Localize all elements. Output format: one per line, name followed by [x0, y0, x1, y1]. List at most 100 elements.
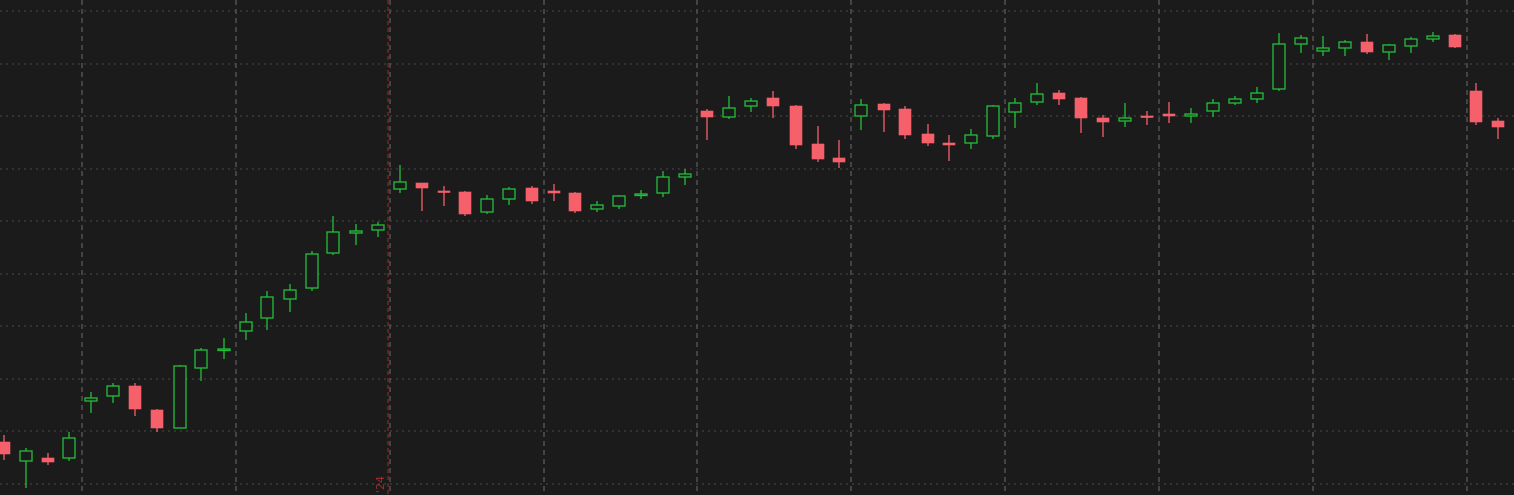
candle-body-53 [1162, 113, 1176, 117]
candle-8 [173, 365, 187, 429]
candle-56 [1228, 96, 1242, 105]
candle-35 [766, 91, 780, 118]
candle-body-9 [194, 349, 208, 369]
candle-32 [700, 109, 714, 140]
candle-body-45 [986, 105, 1000, 137]
candle-60 [1316, 36, 1330, 56]
candle-66 [1448, 34, 1462, 48]
candle-body-50 [1096, 117, 1110, 123]
candle-body-64 [1404, 38, 1418, 47]
candle-52 [1140, 111, 1154, 125]
candle-25 [547, 184, 561, 201]
candle-36 [789, 105, 803, 149]
candle-body-37 [811, 143, 825, 160]
candle-42 [921, 124, 935, 146]
candle-body-11 [239, 321, 253, 332]
candle-40 [877, 103, 891, 132]
candle-body-49 [1074, 97, 1088, 119]
candle-body-41 [898, 108, 912, 136]
candle-59 [1294, 35, 1308, 53]
candle-body-21 [458, 191, 472, 215]
candle-64 [1404, 37, 1418, 53]
candle-46 [1008, 98, 1022, 128]
candle-body-1 [19, 450, 33, 462]
candle-body-61 [1338, 41, 1352, 49]
candle-18 [393, 165, 407, 193]
candle-body-25 [547, 190, 561, 194]
candle-24 [525, 186, 539, 204]
candle-body-48 [1052, 92, 1066, 100]
candle-6 [128, 383, 142, 416]
candle-body-62 [1360, 41, 1374, 53]
candle-62 [1360, 34, 1374, 54]
candle-19 [415, 182, 429, 211]
candle-body-28 [612, 195, 626, 207]
candle-body-19 [415, 182, 429, 189]
time-marker-label: '24 [374, 476, 387, 493]
candle-21 [458, 191, 472, 216]
candle-body-5 [106, 385, 120, 397]
candle-58 [1272, 33, 1286, 91]
candle-body-46 [1008, 102, 1022, 113]
candle-55 [1206, 99, 1220, 117]
candle-50 [1096, 115, 1110, 137]
candle-9 [194, 348, 208, 381]
candle-body-15 [326, 231, 340, 254]
candle-68 [1491, 118, 1505, 139]
candle-body-40 [877, 103, 891, 111]
candle-body-7 [150, 409, 164, 429]
candle-body-34 [744, 100, 758, 107]
candle-body-68 [1491, 120, 1505, 128]
candle-body-27 [590, 204, 604, 210]
candle-29 [634, 190, 648, 199]
candle-20 [437, 186, 451, 206]
candle-17 [371, 222, 385, 237]
candle-7 [150, 409, 164, 432]
candle-body-10 [217, 348, 231, 352]
candle-23 [502, 187, 516, 205]
candle-body-54 [1184, 113, 1198, 117]
candle-39 [854, 99, 868, 130]
candle-65 [1426, 32, 1440, 42]
candle-body-22 [480, 198, 494, 213]
candle-14 [305, 251, 319, 291]
candle-45 [986, 105, 1000, 139]
candle-body-52 [1140, 115, 1154, 118]
candle-body-30 [656, 176, 670, 194]
candle-body-38 [832, 157, 846, 163]
candle-body-44 [964, 134, 978, 144]
candle-15 [326, 216, 340, 255]
candle-67 [1469, 83, 1483, 125]
candle-body-31 [678, 173, 692, 178]
candle-34 [744, 98, 758, 112]
candle-body-6 [128, 385, 142, 410]
candle-body-51 [1118, 117, 1132, 122]
candle-body-60 [1316, 47, 1330, 52]
candle-body-65 [1426, 35, 1440, 40]
candle-body-16 [349, 230, 363, 234]
candle-body-36 [789, 105, 803, 146]
candle-54 [1184, 108, 1198, 123]
candle-4 [84, 392, 98, 413]
candle-body-20 [437, 190, 451, 193]
candle-body-58 [1272, 43, 1286, 90]
candle-body-24 [525, 187, 539, 202]
candle-body-66 [1448, 34, 1462, 48]
candle-57 [1250, 87, 1264, 103]
candle-0 [0, 435, 11, 460]
candle-body-55 [1206, 102, 1220, 112]
candle-body-63 [1382, 44, 1396, 53]
candle-27 [590, 201, 604, 212]
candle-body-13 [283, 289, 297, 300]
candle-body-59 [1294, 37, 1308, 45]
candle-1 [19, 448, 33, 488]
candle-3 [62, 432, 76, 461]
candle-49 [1074, 97, 1088, 133]
candle-body-8 [173, 365, 187, 429]
time-marker: '24 [374, 0, 389, 495]
candle-body-39 [854, 104, 868, 117]
candle-44 [964, 129, 978, 149]
candle-body-4 [84, 397, 98, 402]
